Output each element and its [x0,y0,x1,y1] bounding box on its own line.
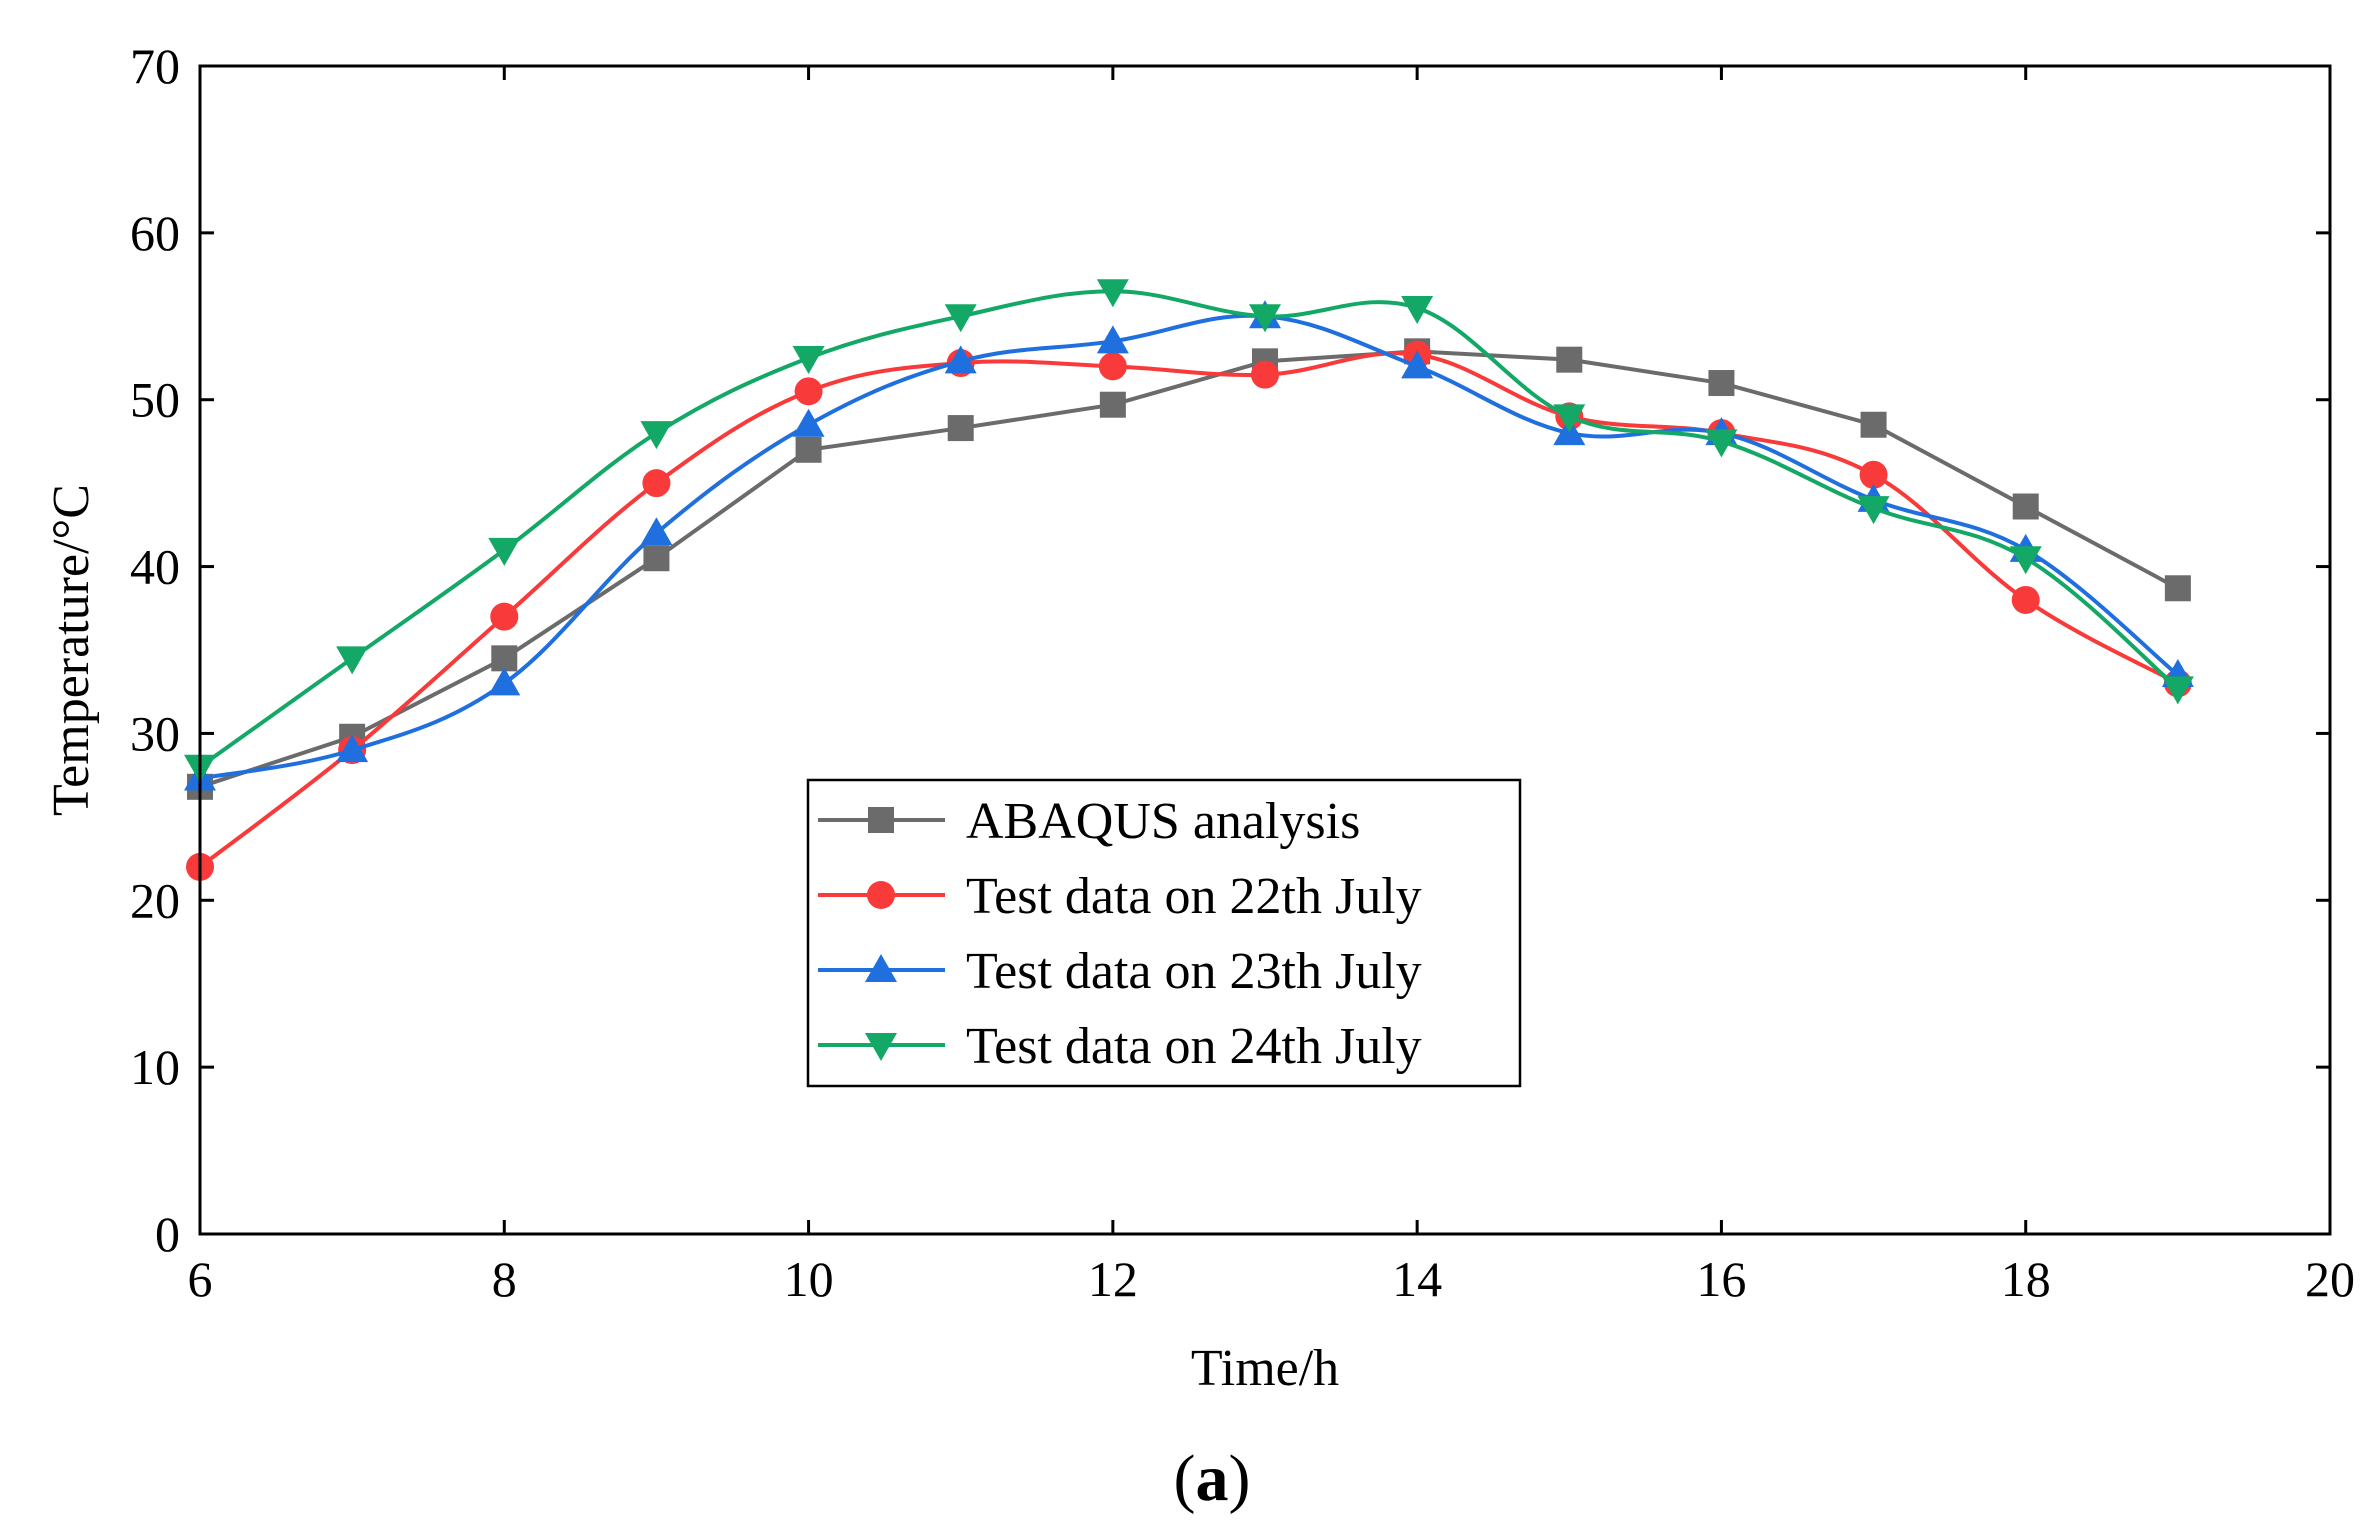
data-point [2161,676,2194,705]
data-point [2164,575,2191,602]
series-4 [184,279,2194,783]
data-point [1099,391,1126,418]
y-tick-label: 70 [130,38,180,94]
x-tick-label: 18 [2001,1251,2051,1307]
legend-item: Test data on 22th July [818,868,1422,925]
x-tick-label: 14 [1392,1251,1442,1307]
data-point [2012,493,2039,520]
data-point [1401,295,1434,324]
data-point [1705,429,1738,458]
legend-swatch-marker [868,807,894,833]
x-tick-label: 12 [1088,1251,1138,1307]
data-point [490,602,519,631]
x-axis-title: Time/h [1191,1340,1339,1397]
x-tick-label: 10 [784,1251,834,1307]
data-point [947,415,974,442]
data-point [640,421,673,450]
caption-letter: a [1196,1442,1229,1515]
data-point [491,645,518,672]
y-axis-title: Temperature/°C [43,484,100,816]
data-point [1553,404,1586,433]
figure-caption: (a) [1174,1442,1251,1515]
legend: ABAQUS analysis Test data on 22th July Tes… [806,778,1522,1088]
data-point [336,734,369,763]
data-point [794,377,823,406]
y-tick-label: 10 [130,1039,180,1095]
data-point [1096,279,1129,308]
legend-items: ABAQUS analysis Test data on 22th July Tes… [818,793,1422,1075]
caption-close-paren: ) [1229,1442,1251,1515]
legend-swatch-marker [867,881,895,909]
data-point [944,345,977,374]
y-tick-label: 50 [130,372,180,428]
data-point [1098,352,1127,381]
data-point [640,517,673,546]
y-tick-label: 0 [155,1206,180,1262]
x-tick-label: 8 [492,1251,517,1307]
legend-item: Test data on 24th July [818,1018,1422,1075]
data-point [1556,346,1583,373]
data-point [944,304,977,333]
legend-label: Test data on 24th July [966,1018,1422,1075]
x-tick-label: 16 [1696,1251,1746,1307]
legend-swatch-marker [865,1033,897,1061]
legend-swatch-marker [865,954,897,982]
y-tick-label: 60 [130,205,180,261]
legend-label: Test data on 22th July [966,868,1422,925]
y-tick-label: 30 [130,705,180,761]
data-point [1860,411,1887,438]
data-point [1857,496,1890,525]
y-tick-label: 40 [130,539,180,595]
data-point [488,537,521,566]
y-tick-label: 20 [130,872,180,928]
x-tick-label: 6 [188,1251,213,1307]
data-point [792,408,825,437]
data-point [1249,304,1281,333]
tick-labels: 6 8 10 12 14 16 18 20 0 10 20 30 40 50 60 70 [130,38,2355,1307]
series-1 [187,338,2191,800]
data-point [1859,460,1888,489]
series-line [199,349,2179,789]
x-tick-label: 20 [2305,1251,2355,1307]
data-point [643,545,670,572]
plot-frame [198,64,2332,1236]
legend-box [806,778,1522,1088]
data-point [1401,350,1434,379]
data-point [488,667,521,696]
caption-open-paren: ( [1174,1442,1196,1515]
legend-label: Test data on 23th July [966,943,1422,1000]
data-point [2009,546,2042,575]
data-point [2011,585,2040,614]
data-point [336,646,369,675]
data-point [642,469,671,498]
legend-label: ABAQUS analysis [966,793,1360,850]
series-line [198,289,2180,769]
data-point [795,436,822,463]
legend-item: ABAQUS analysis [818,793,1360,850]
data-point [1708,370,1735,397]
data-point [1251,360,1279,389]
data-point [792,346,825,374]
legend-item: Test data on 23th July [818,943,1422,1000]
data-point [1096,325,1129,354]
